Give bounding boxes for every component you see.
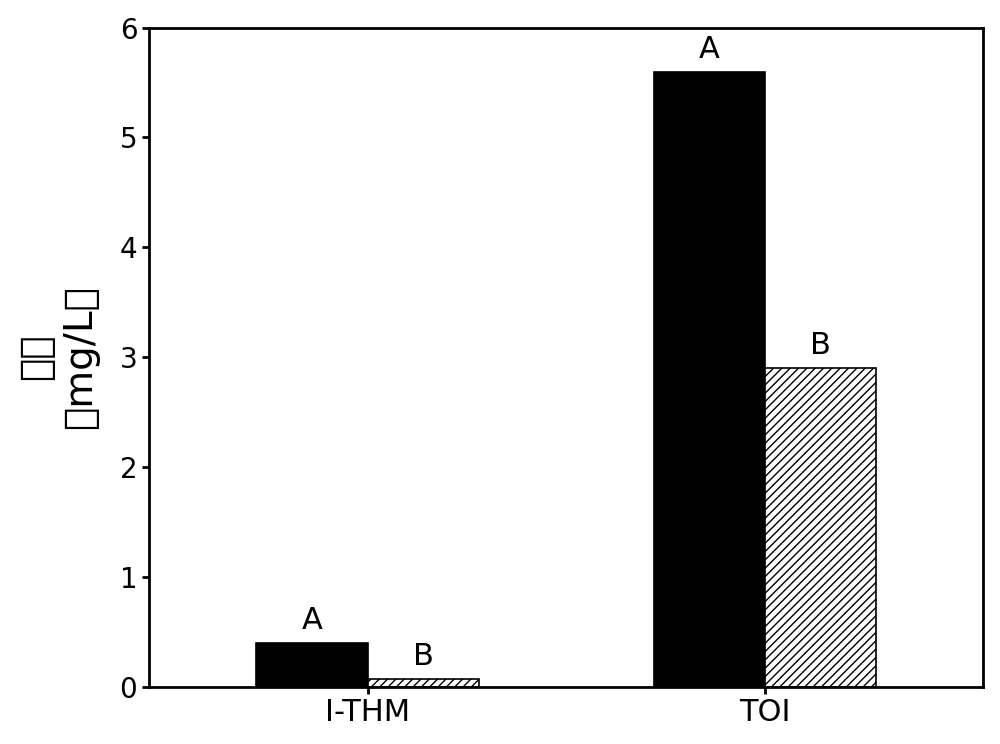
Text: A: A [302,606,322,635]
Text: A: A [699,35,720,64]
Y-axis label: 濃度
（mg/L）: 濃度 （mg/L） [17,285,99,429]
Bar [765,368,876,687]
Bar [654,71,765,687]
Bar [256,643,368,687]
Text: B: B [810,331,831,360]
Bar [368,679,479,687]
Text: B: B [413,642,434,671]
